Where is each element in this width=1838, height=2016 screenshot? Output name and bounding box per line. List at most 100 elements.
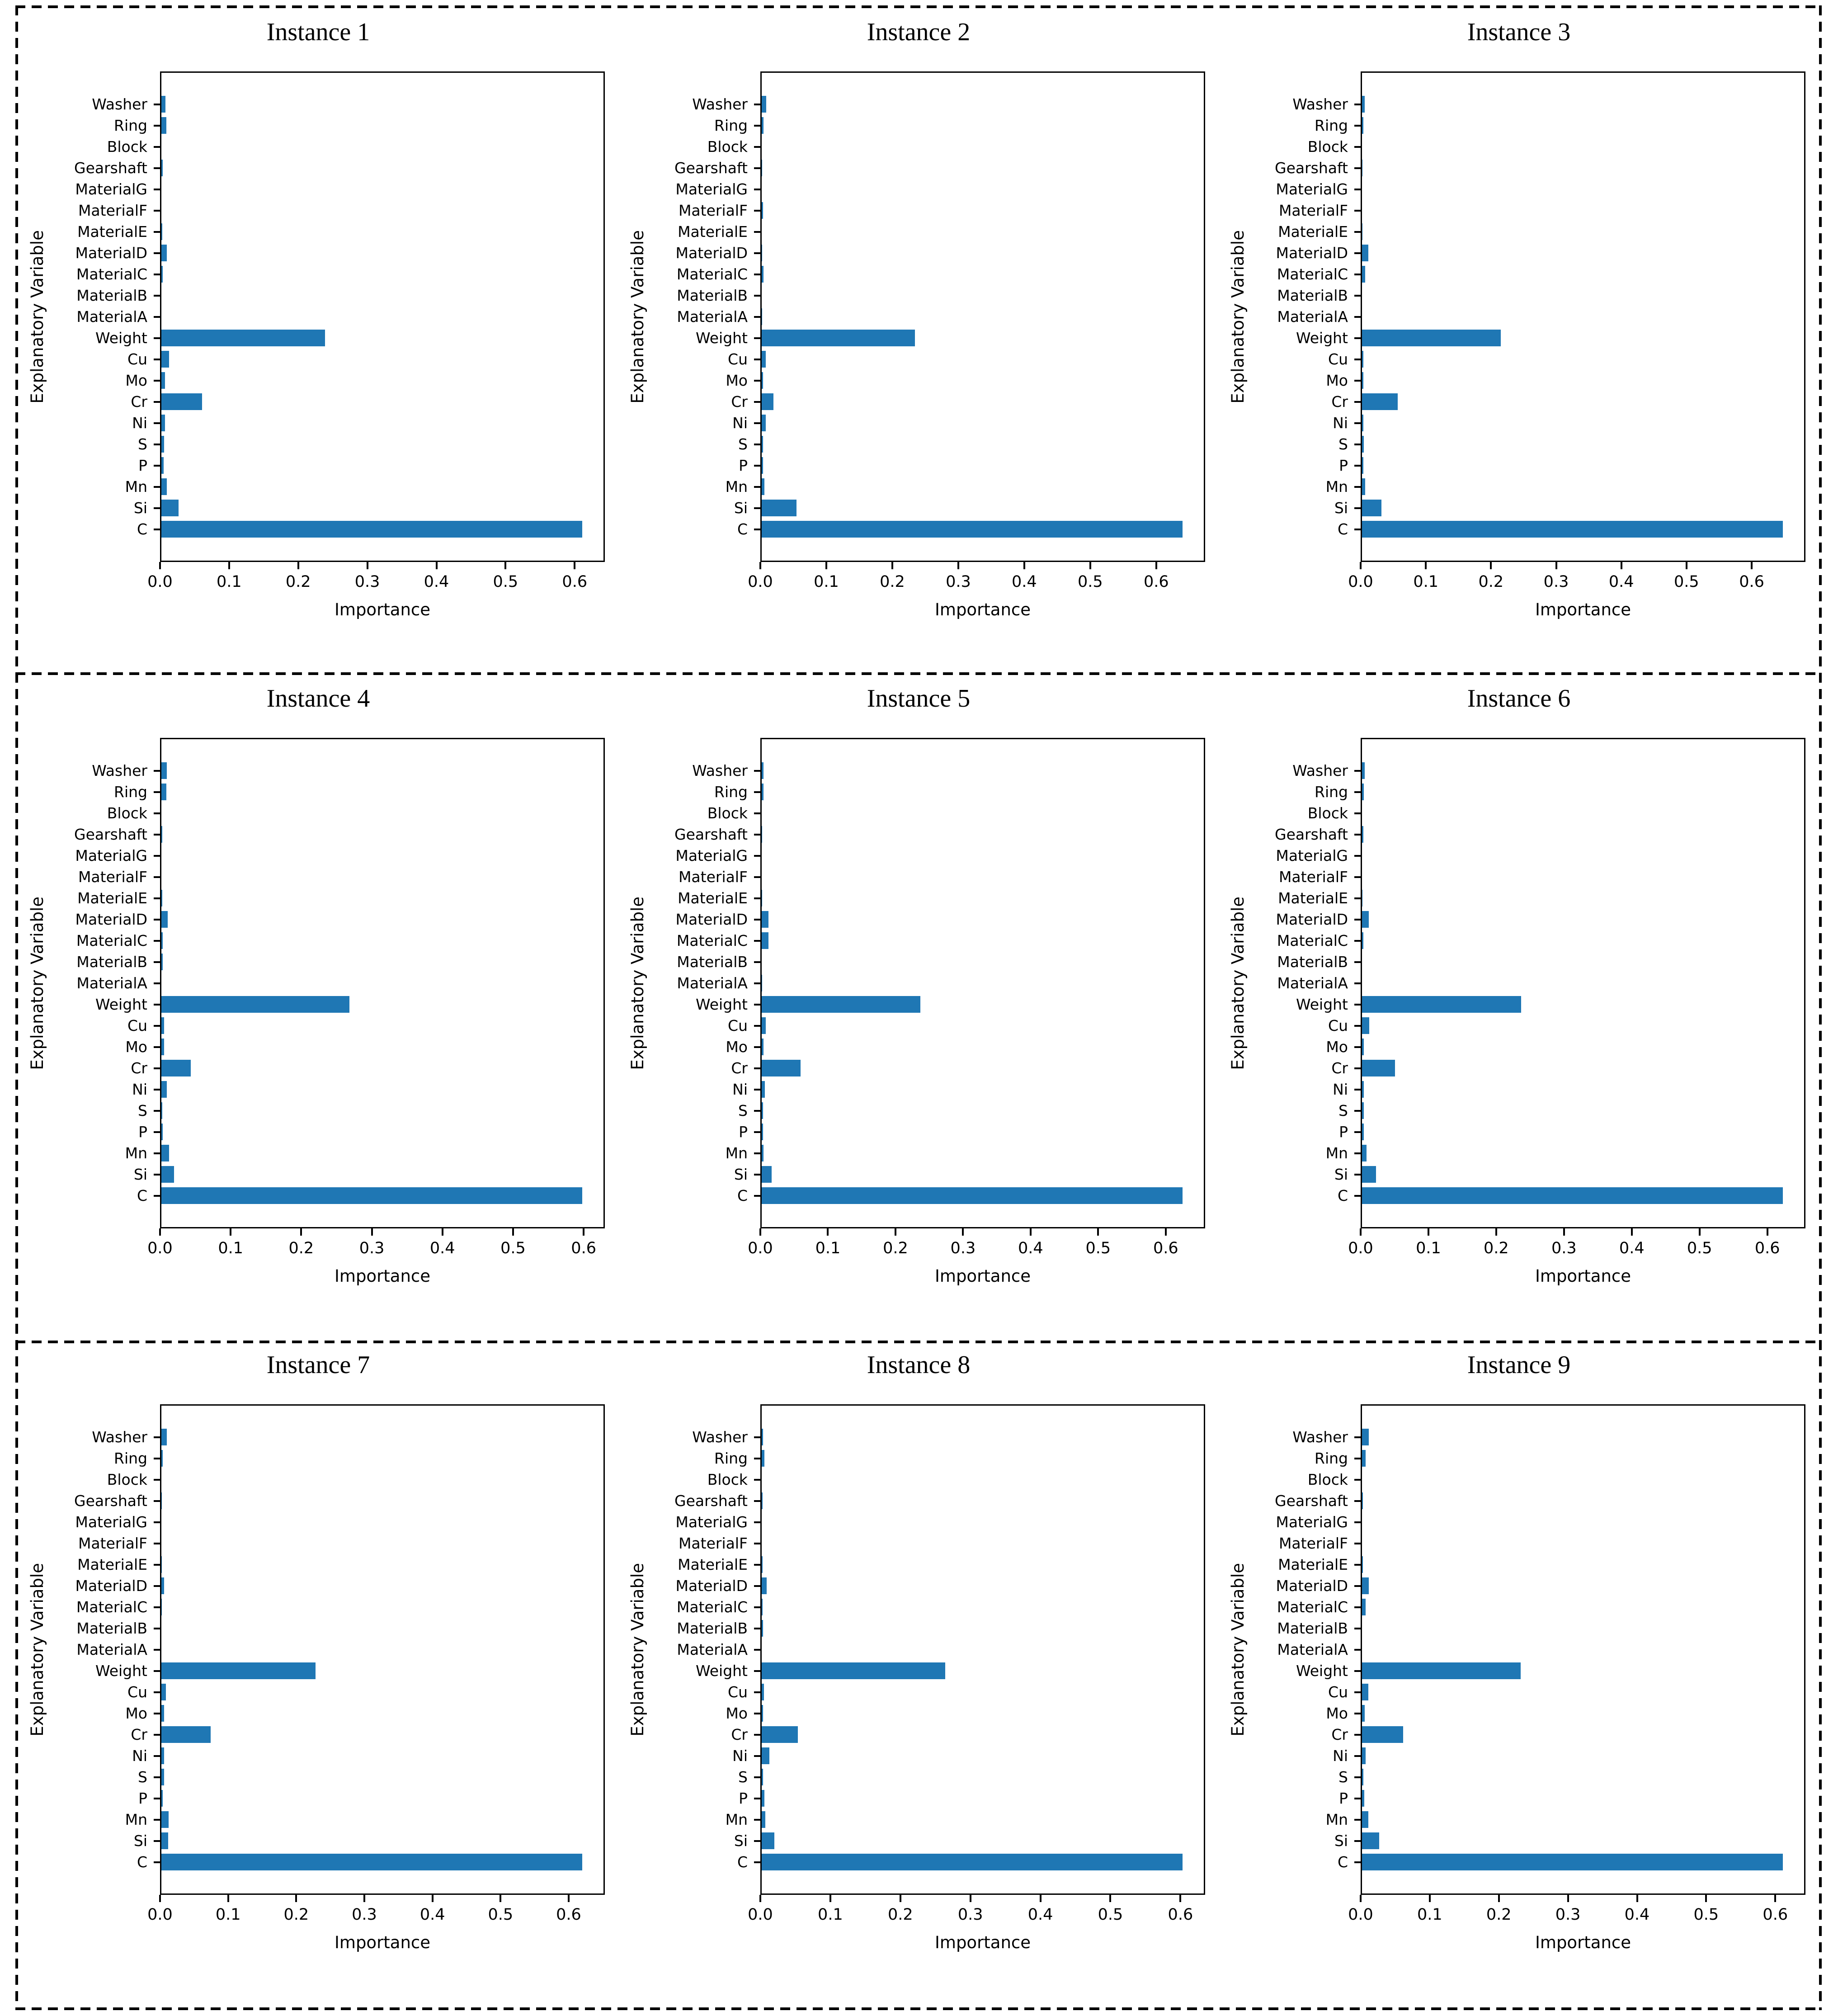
bar-row — [161, 115, 603, 136]
importance-bar — [161, 996, 350, 1013]
x-tick-label: 0.3 — [950, 1239, 976, 1257]
y-tick-mark — [154, 316, 160, 318]
x-tick-labels: 0.0 0.1 0.2 0.3 0.4 0.5 0.6 — [147, 572, 605, 595]
importance-bar — [1362, 393, 1398, 411]
category-label: Weight — [1296, 329, 1348, 347]
category-label: Cu — [728, 1017, 748, 1034]
x-axis-label: Importance — [934, 1266, 1031, 1286]
category-row: Mo — [656, 1703, 760, 1724]
bar-row — [161, 306, 603, 327]
x-tick-mark — [371, 1228, 373, 1236]
bar-row — [1362, 94, 1804, 115]
x-tick-mark — [1751, 562, 1753, 569]
y-tick-mark — [754, 486, 760, 488]
category-label: Block — [1307, 138, 1348, 156]
category-label: S — [138, 1102, 147, 1119]
category-row: Cr — [56, 391, 160, 412]
bar-row — [762, 434, 1204, 455]
bar-row — [1362, 1426, 1804, 1448]
bar-row — [762, 285, 1204, 306]
category-row: Block — [1257, 803, 1361, 824]
importance-bar — [161, 393, 202, 411]
subplot-title: Instance 2 — [867, 18, 971, 46]
category-row: Si — [56, 1830, 160, 1851]
importance-bar — [161, 435, 165, 453]
bar-row — [1362, 136, 1804, 157]
y-tick-mark — [754, 209, 760, 212]
category-label: Gearshaft — [1275, 1492, 1348, 1510]
y-tick-mark — [1354, 791, 1361, 793]
plot-area — [160, 1404, 605, 1895]
category-axis: Washer Ring Block Gearshaft MaterialG Materia… — [1257, 1404, 1361, 1895]
x-tick-mark — [504, 562, 507, 569]
y-tick-mark — [154, 1194, 160, 1197]
category-row: MaterialF — [56, 866, 160, 888]
category-row: Washer — [1257, 760, 1361, 781]
category-row: C — [56, 1851, 160, 1873]
category-row: Mn — [56, 476, 160, 497]
category-label: Washer — [692, 1428, 748, 1446]
importance-bar — [161, 932, 163, 949]
bar-row — [762, 973, 1204, 994]
subplot-instance-9: Instance 9 Explanatory Variable Washer Ring… — [1219, 1341, 1819, 2007]
y-tick-mark — [154, 252, 160, 254]
y-tick-mark — [154, 855, 160, 857]
category-label: Ni — [732, 1747, 748, 1765]
bar-row — [1362, 242, 1804, 264]
y-tick-mark — [1354, 833, 1361, 836]
x-tick-marks — [159, 1228, 605, 1238]
category-label: Ring — [114, 783, 147, 801]
x-tick-labels: 0.0 0.1 0.2 0.3 0.4 0.5 0.6 — [1348, 572, 1805, 595]
importance-bar — [762, 911, 768, 928]
y-tick-mark — [754, 1563, 760, 1566]
category-row: Mn — [656, 1809, 760, 1830]
category-label: P — [1339, 457, 1348, 474]
category-label: Ni — [1333, 1081, 1348, 1098]
y-tick-mark — [754, 1712, 760, 1714]
category-row: Block — [656, 803, 760, 824]
category-row: Cu — [656, 1015, 760, 1036]
y-tick-mark — [1354, 167, 1361, 169]
category-row: MaterialE — [656, 1554, 760, 1575]
category-row: Gearshaft — [656, 1490, 760, 1511]
x-tick-label: 0.5 — [1098, 1906, 1123, 1924]
bar-row — [762, 1015, 1204, 1036]
category-row: Ni — [1257, 1745, 1361, 1766]
category-row: MaterialG — [656, 845, 760, 866]
category-label: C — [737, 520, 748, 538]
category-row: Mn — [656, 1143, 760, 1164]
category-row: MaterialB — [656, 1618, 760, 1639]
category-row: Ring — [56, 781, 160, 803]
importance-bar — [161, 1102, 162, 1119]
bar-row — [762, 1448, 1204, 1469]
category-label: MaterialD — [1276, 911, 1348, 928]
category-row: Weight — [56, 994, 160, 1015]
category-label: Block — [707, 1471, 748, 1488]
y-tick-mark — [154, 124, 160, 127]
y-tick-mark — [754, 528, 760, 530]
x-tick-label: 0.1 — [1417, 1906, 1442, 1924]
bar-row — [161, 1830, 603, 1851]
chart-area: Explanatory Variable Washer Ring Block Gears… — [1219, 71, 1819, 630]
importance-bar — [161, 1449, 163, 1467]
importance-bar — [1362, 520, 1783, 538]
x-tick-label: 0.1 — [1413, 573, 1439, 591]
category-row: P — [1257, 1121, 1361, 1143]
x-tick-label: 0.5 — [1085, 1239, 1111, 1257]
y-tick-mark — [754, 1457, 760, 1459]
category-label: Mn — [1325, 1144, 1348, 1162]
x-tick-mark — [825, 562, 827, 569]
x-tick-label: 0.5 — [1693, 1906, 1719, 1924]
subplot-title: Instance 9 — [1467, 1351, 1571, 1379]
category-row: MaterialG — [1257, 179, 1361, 200]
category-label: MaterialA — [1277, 308, 1348, 326]
bar-row — [1362, 306, 1804, 327]
y-tick-mark — [1354, 1152, 1361, 1154]
plot-area — [760, 738, 1205, 1228]
importance-bar — [1362, 911, 1369, 928]
x-tick-label: 0.1 — [215, 1906, 241, 1924]
bar-row — [161, 1143, 603, 1164]
y-tick-mark — [154, 1152, 160, 1154]
x-tick-mark — [891, 562, 893, 569]
bar-row — [161, 434, 603, 455]
